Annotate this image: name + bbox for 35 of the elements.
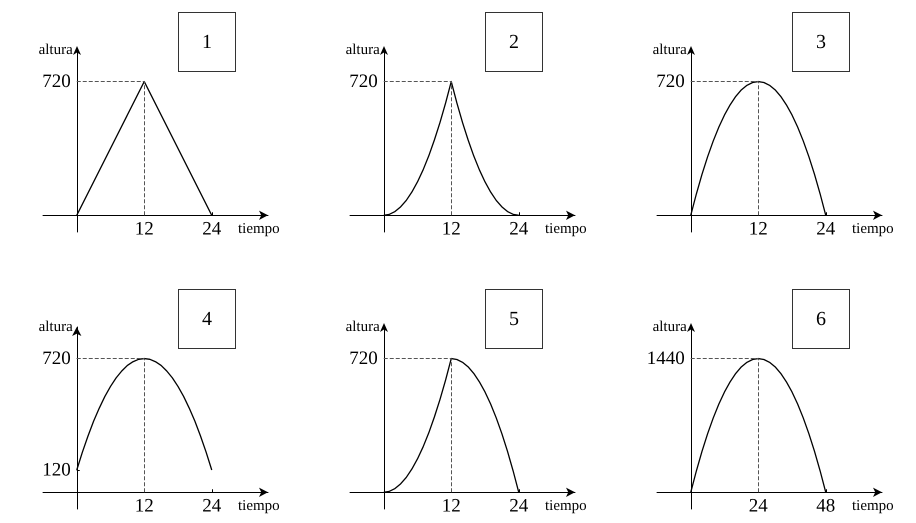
x-axis-title: tiempo	[852, 220, 894, 237]
x-axis-title: tiempo	[238, 220, 280, 237]
chart-title: 3	[816, 31, 826, 53]
x-tick-label: 24	[748, 495, 768, 516]
y-axis-title: altura	[652, 319, 688, 335]
x-tick-label: 24	[202, 218, 222, 240]
annotation: 1440	[646, 348, 685, 370]
x-tick-label: 24	[816, 218, 836, 240]
chart-title: 6	[816, 308, 826, 330]
x-axis-title: tiempo	[852, 498, 894, 514]
x-tick-label: 12	[134, 218, 154, 240]
x-axis-title: tiempo	[545, 498, 587, 514]
y-tick-label: 120	[42, 460, 71, 480]
chart-title: 4	[202, 308, 212, 330]
annotation: 720	[349, 71, 378, 92]
annotation: 720	[349, 348, 378, 370]
x-tick-label: 12	[748, 218, 768, 240]
x-axis-title: tiempo	[238, 498, 280, 514]
y-axis-title: altura	[38, 319, 74, 335]
x-tick-label: 24	[202, 495, 222, 516]
x-tick-label: 12	[442, 495, 461, 516]
y-axis-title: altura	[346, 319, 380, 335]
y-axis-title: altura	[652, 42, 688, 58]
y-axis-title: altura	[38, 42, 74, 58]
annotation: 720	[656, 71, 685, 92]
chart-title: 5	[509, 308, 519, 330]
x-axis-title: tiempo	[545, 220, 587, 237]
chart-title: 2	[509, 31, 519, 53]
x-tick-label: 24	[509, 218, 529, 240]
x-tick-label: 48	[816, 495, 836, 516]
chart-title: 1	[202, 31, 212, 53]
x-tick-label: 12	[442, 218, 461, 240]
x-tick-label: 12	[134, 495, 154, 516]
x-tick-label: 24	[509, 495, 529, 516]
y-axis-title: altura	[346, 42, 380, 58]
